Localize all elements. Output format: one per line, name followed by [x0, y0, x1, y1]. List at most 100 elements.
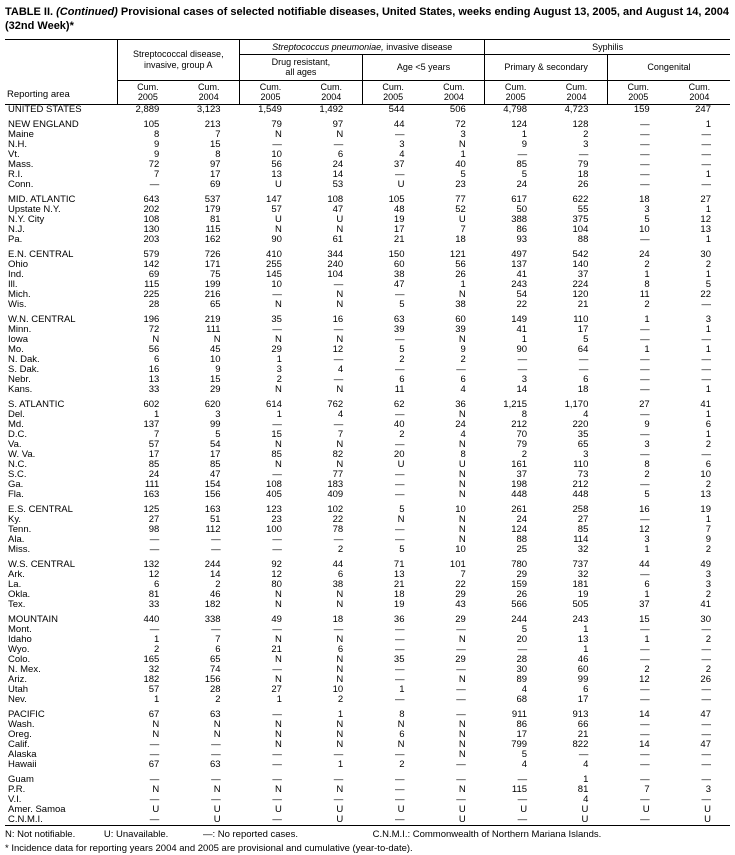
- value-cell: 14: [332, 169, 344, 181]
- value-cell: —: [272, 544, 282, 556]
- value-cell: —: [701, 139, 712, 151]
- value-cell: 1,170: [564, 399, 589, 411]
- value-cell: 115: [144, 279, 160, 291]
- reporting-area-cell: Ky.: [8, 515, 22, 526]
- value-cell: 46: [210, 589, 221, 601]
- cum-year-header: Cum. 2005: [484, 80, 547, 106]
- value-cell: 5: [215, 429, 221, 441]
- value-cell: 409: [327, 489, 344, 501]
- value-cell: —: [394, 644, 405, 656]
- table-row: N.H. 9 15 — — 3 N 9 3 — —: [5, 140, 730, 150]
- value-cell: 38: [332, 579, 344, 591]
- value-cell: 18: [393, 589, 405, 601]
- reporting-area-cell: Minn.: [8, 325, 32, 336]
- value-cell: 216: [204, 289, 221, 301]
- value-cell: 101: [449, 559, 466, 571]
- value-cell: 1: [583, 624, 589, 636]
- table-row: Ark. 12 14 12 6 13 7 29 32 — 3: [5, 570, 730, 580]
- value-cell: —: [211, 794, 221, 806]
- value-cell: 41: [516, 269, 528, 281]
- value-cell: 1,215: [503, 399, 528, 411]
- value-cell: N: [213, 719, 221, 731]
- table-row: Pa. 203 162 90 61 21 18 93 88 — 1: [5, 235, 730, 245]
- value-cell: 85: [516, 159, 528, 171]
- value-cell: 37: [577, 269, 589, 281]
- value-cell: N: [275, 634, 282, 646]
- value-cell: —: [640, 624, 650, 636]
- value-cell: —: [640, 684, 650, 696]
- value-cell: 79: [516, 439, 528, 451]
- value-cell: —: [394, 774, 405, 786]
- value-cell: —: [578, 149, 589, 161]
- value-cell: 240: [327, 259, 344, 271]
- value-cell: 7: [644, 784, 650, 796]
- value-cell: 72: [455, 119, 466, 131]
- table-row: Tex. 33 182 N N 19 43 566 505 37 41: [5, 600, 730, 610]
- value-cell: 2: [460, 354, 466, 366]
- value-cell: —: [456, 694, 466, 706]
- value-cell: 261: [511, 504, 528, 516]
- value-cell: 18: [332, 614, 344, 626]
- value-cell: —: [578, 364, 589, 376]
- value-cell: N: [336, 654, 344, 666]
- cum-year-header: Cum. 2004: [546, 80, 608, 106]
- value-cell: 7: [215, 634, 221, 646]
- value-cell: 82: [332, 449, 344, 461]
- value-cell: 111: [206, 324, 221, 336]
- value-cell: 14: [516, 384, 528, 396]
- value-cell: 77: [332, 469, 344, 481]
- table-row: Fla. 163 156 405 409 — N 448 448 5 13: [5, 490, 730, 500]
- value-cell: —: [701, 129, 712, 141]
- value-cell: 183: [327, 479, 344, 491]
- value-cell: 150: [388, 249, 405, 261]
- value-cell: —: [701, 299, 712, 311]
- value-cell: 566: [511, 599, 528, 611]
- value-cell: —: [640, 759, 650, 771]
- value-cell: 2: [215, 579, 221, 591]
- footnote-unavailable: U: Unavailable.: [103, 829, 169, 841]
- value-cell: 6: [399, 729, 405, 741]
- value-cell: 102: [327, 504, 344, 516]
- value-cell: 74: [210, 664, 221, 676]
- value-cell: 22: [455, 579, 466, 591]
- table-label: TABLE II.: [5, 6, 54, 18]
- value-cell: —: [640, 449, 650, 461]
- value-cell: —: [701, 159, 712, 171]
- value-cell: 1: [644, 344, 650, 356]
- value-cell: —: [640, 794, 650, 806]
- value-cell: —: [272, 289, 282, 301]
- value-cell: 8: [644, 279, 650, 291]
- value-cell: 124: [511, 524, 528, 536]
- value-cell: 762: [327, 399, 344, 411]
- table-row: Ill. 115 199 10 — 47 1 243 224 8 5: [5, 280, 730, 290]
- value-cell: 25: [516, 544, 528, 556]
- group-a-header: Streptococcal disease, invasive, group A: [117, 39, 241, 81]
- value-cell: 1: [460, 149, 466, 161]
- value-cell: 620: [204, 399, 221, 411]
- value-cell: N: [458, 674, 466, 686]
- value-cell: 6: [154, 579, 160, 591]
- value-cell: 105: [143, 119, 160, 131]
- value-cell: 125: [143, 504, 160, 516]
- value-cell: 67: [148, 709, 160, 721]
- value-cell: N: [152, 334, 160, 346]
- value-cell: 1: [705, 269, 711, 281]
- value-cell: 90: [271, 234, 282, 246]
- cum-year-header: Cum. 2005: [362, 80, 424, 106]
- value-cell: 3: [521, 374, 528, 386]
- value-cell: 99: [210, 419, 221, 431]
- value-cell: 7: [154, 429, 160, 441]
- value-cell: 182: [204, 599, 221, 611]
- reporting-area-cell: Vt.: [8, 150, 20, 161]
- value-cell: —: [640, 719, 650, 731]
- value-cell: 124: [511, 119, 528, 131]
- value-cell: 64: [577, 344, 589, 356]
- value-cell: 4: [460, 384, 466, 396]
- value-cell: U: [704, 814, 711, 826]
- value-cell: —: [640, 479, 650, 491]
- reporting-area-cell: C.N.M.I.: [8, 815, 43, 826]
- value-cell: 17: [210, 449, 221, 461]
- value-cell: 448: [511, 489, 528, 501]
- value-cell: 19: [393, 214, 405, 226]
- value-cell: 35: [577, 429, 589, 441]
